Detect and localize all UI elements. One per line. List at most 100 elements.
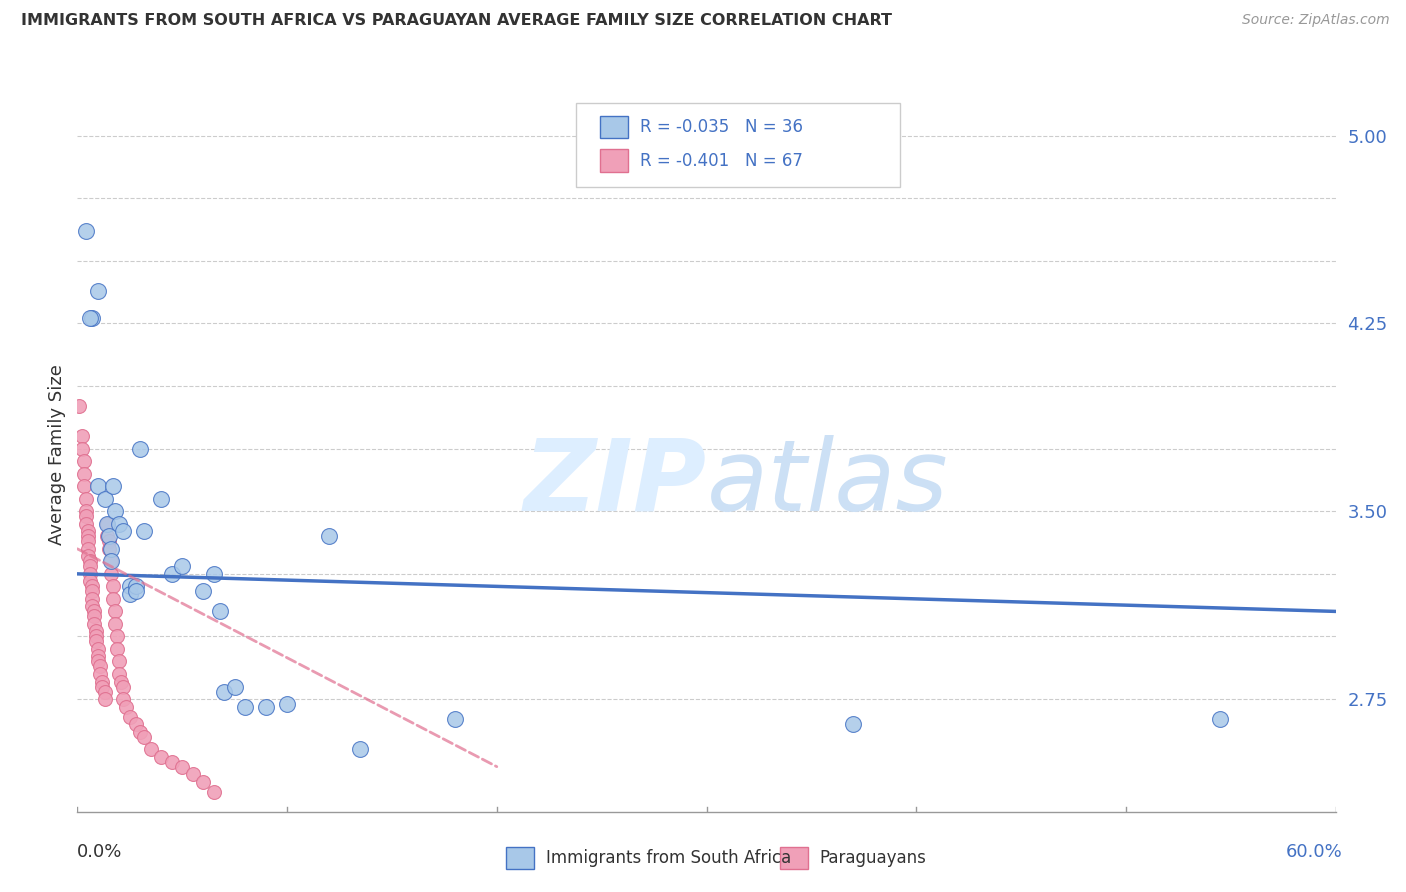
Point — [87, 649, 110, 664]
Point — [96, 529, 118, 543]
Point — [97, 541, 120, 556]
Y-axis label: Average Family Size: Average Family Size — [48, 365, 66, 545]
Point — [67, 399, 90, 413]
Point — [139, 742, 162, 756]
Point — [80, 584, 103, 599]
Point — [93, 692, 115, 706]
Point — [89, 659, 111, 673]
Point — [104, 616, 127, 631]
Point — [84, 624, 107, 639]
Point — [100, 554, 122, 568]
Point — [105, 630, 128, 644]
Point — [160, 566, 183, 581]
Point — [87, 479, 110, 493]
Point — [83, 609, 105, 624]
Point — [160, 755, 183, 769]
Point — [84, 634, 107, 648]
Point — [150, 491, 173, 506]
Point — [125, 579, 148, 593]
Point — [80, 599, 103, 614]
Point — [444, 712, 467, 726]
Point — [134, 730, 156, 744]
Point — [212, 684, 235, 698]
Point — [75, 509, 97, 524]
Point — [112, 692, 135, 706]
Point — [97, 534, 120, 549]
Point — [87, 655, 110, 669]
Point — [254, 699, 277, 714]
Text: atlas: atlas — [707, 435, 948, 532]
Point — [79, 554, 101, 568]
Point — [125, 584, 148, 599]
Text: ZIP: ZIP — [523, 435, 707, 532]
Point — [72, 479, 94, 493]
Point — [114, 699, 136, 714]
Point — [104, 504, 127, 518]
Text: R = -0.035   N = 36: R = -0.035 N = 36 — [640, 118, 803, 136]
Point — [104, 604, 127, 618]
Point — [83, 604, 105, 618]
Point — [70, 442, 93, 456]
Point — [97, 529, 120, 543]
Point — [70, 429, 93, 443]
Text: 60.0%: 60.0% — [1286, 843, 1343, 861]
Point — [202, 785, 225, 799]
Point — [100, 554, 122, 568]
Point — [108, 667, 131, 681]
Point — [79, 566, 101, 581]
Point — [202, 566, 225, 581]
Point — [208, 604, 231, 618]
Point — [91, 674, 114, 689]
Point — [129, 442, 152, 456]
Point — [89, 667, 111, 681]
Point — [79, 559, 101, 574]
Point — [75, 516, 97, 531]
Point — [110, 674, 132, 689]
Point — [101, 579, 124, 593]
Text: 0.0%: 0.0% — [77, 843, 122, 861]
Point — [1209, 712, 1232, 726]
Point — [75, 491, 97, 506]
Point — [76, 534, 98, 549]
Point — [87, 642, 110, 657]
Point — [76, 549, 98, 564]
Point — [76, 524, 98, 539]
Point — [108, 516, 131, 531]
Point — [72, 467, 94, 481]
Point — [80, 591, 103, 606]
Point — [84, 630, 107, 644]
Point — [87, 284, 110, 298]
Point — [100, 566, 122, 581]
Point — [96, 516, 118, 531]
Text: Paraguayans: Paraguayans — [820, 849, 927, 867]
Point — [91, 680, 114, 694]
Point — [101, 479, 124, 493]
Point — [224, 680, 246, 694]
Point — [80, 311, 103, 326]
Point — [80, 579, 103, 593]
Point — [118, 709, 141, 723]
Point — [100, 541, 122, 556]
Point — [134, 524, 156, 539]
Point — [118, 587, 141, 601]
Text: IMMIGRANTS FROM SOUTH AFRICA VS PARAGUAYAN AVERAGE FAMILY SIZE CORRELATION CHART: IMMIGRANTS FROM SOUTH AFRICA VS PARAGUAY… — [21, 13, 891, 29]
Point — [172, 559, 194, 574]
Point — [96, 516, 118, 531]
Point — [105, 642, 128, 657]
Text: R = -0.401   N = 67: R = -0.401 N = 67 — [640, 152, 803, 169]
Point — [112, 680, 135, 694]
Point — [150, 749, 173, 764]
Point — [101, 591, 124, 606]
Point — [79, 311, 101, 326]
Point — [93, 684, 115, 698]
Point — [72, 454, 94, 468]
Point — [349, 742, 371, 756]
Point — [129, 724, 152, 739]
Point — [125, 717, 148, 731]
Point — [75, 224, 97, 238]
Point — [172, 759, 194, 773]
Point — [318, 529, 340, 543]
Point — [76, 541, 98, 556]
Point — [75, 504, 97, 518]
Point — [191, 584, 215, 599]
